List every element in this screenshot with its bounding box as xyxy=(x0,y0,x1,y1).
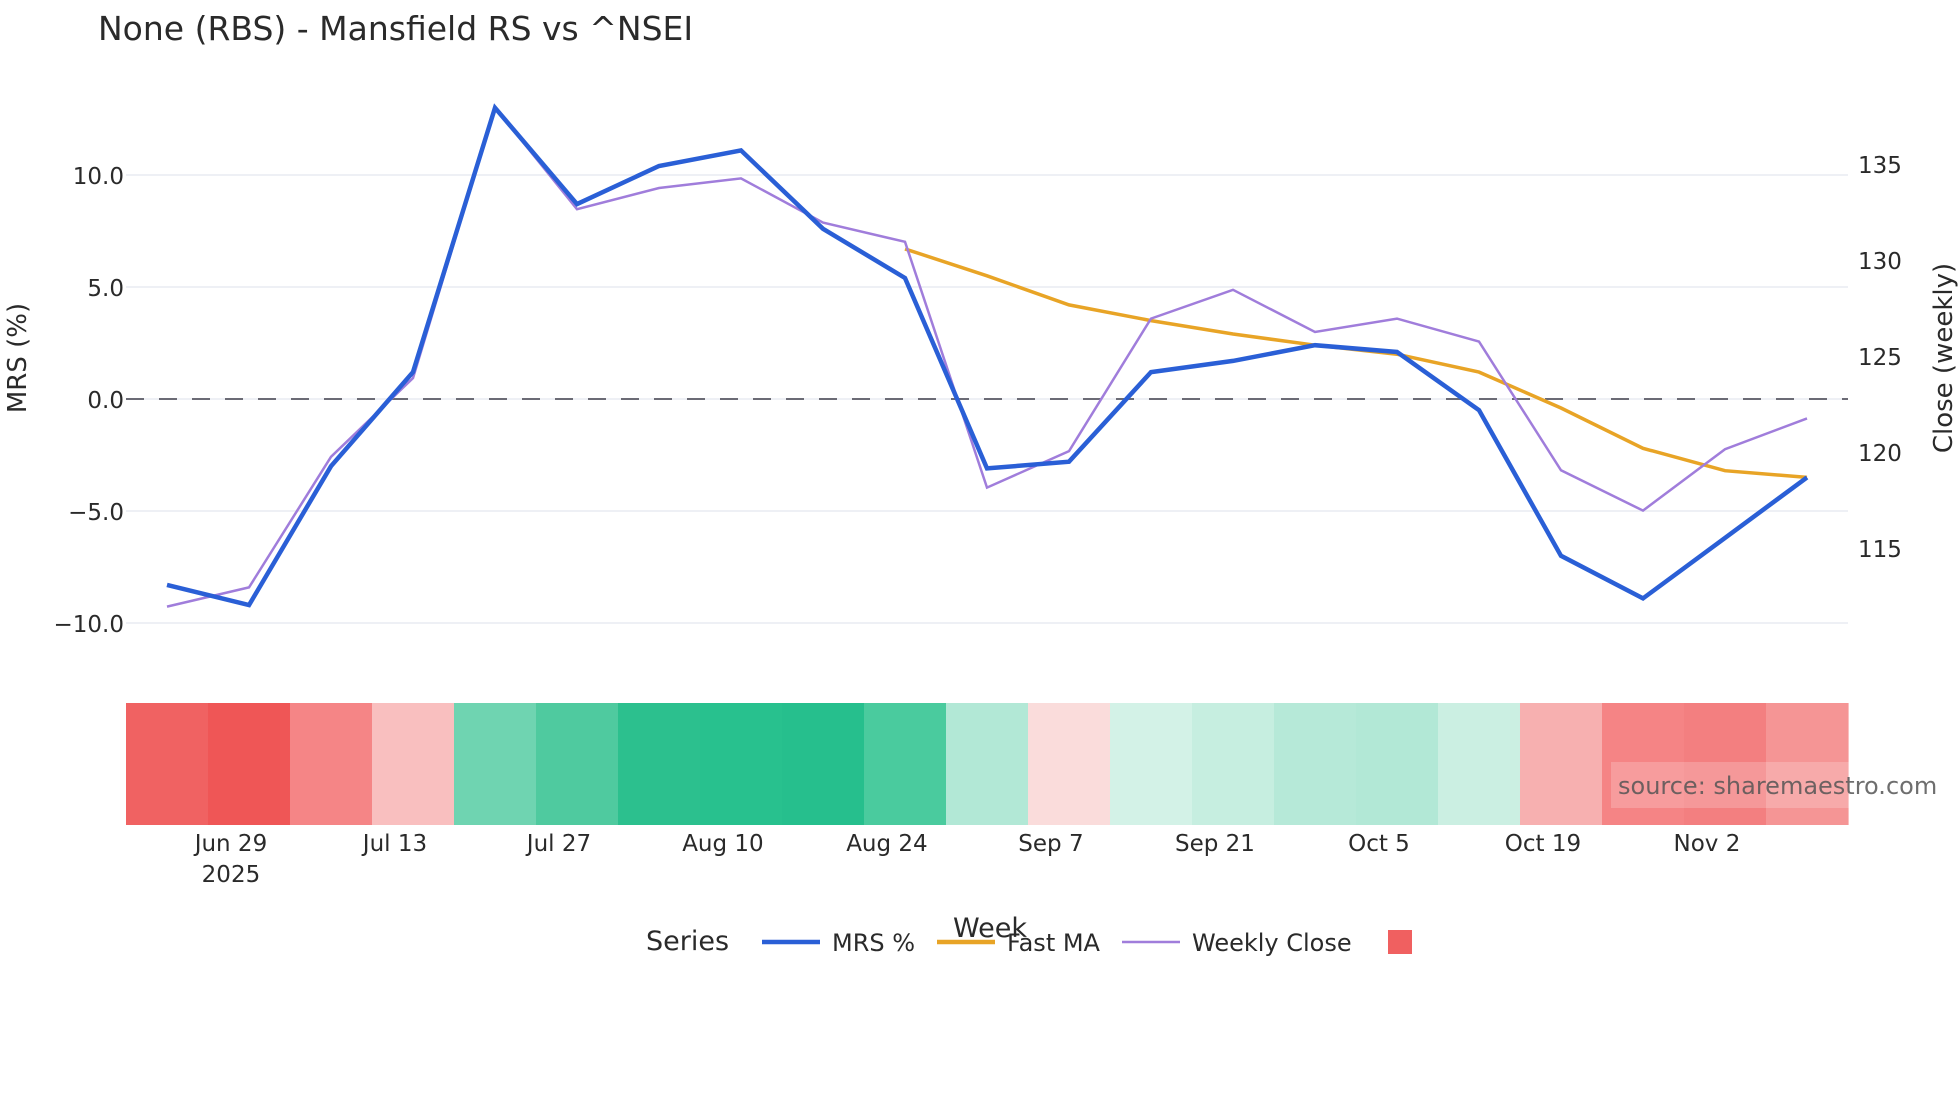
watermark-background xyxy=(1611,762,1849,808)
heatmap-cell[interactable] xyxy=(1684,703,1767,825)
x-tick-label: Jun 29 xyxy=(193,831,268,857)
y-tick-label: −10.0 xyxy=(54,612,124,638)
heatmap-cell[interactable] xyxy=(126,703,209,825)
y2-tick-label: 125 xyxy=(1858,345,1902,371)
fast-ma-line[interactable] xyxy=(904,247,1808,480)
y2-tick-label: 115 xyxy=(1858,537,1902,563)
heatmap-cell[interactable] xyxy=(1602,703,1685,825)
heatmap-cell[interactable] xyxy=(782,703,865,825)
y-axis-right-title: Close (weekly) xyxy=(1929,263,1959,453)
x-tick-label: Jul 13 xyxy=(361,831,427,857)
watermark-text: source: sharemaestro.com xyxy=(1618,772,1937,800)
x-axis-title: Week xyxy=(953,913,1027,944)
legend-label: Weekly Close xyxy=(1192,929,1352,957)
y-axis-right: 135 130 125 120 115 xyxy=(1858,153,1902,563)
x-tick-label: Oct 5 xyxy=(1348,831,1410,857)
legend-swatch-square xyxy=(1388,930,1412,954)
y-tick-label: 0.0 xyxy=(87,388,124,414)
heatmap-cell[interactable] xyxy=(454,703,537,825)
heatmap-cell[interactable] xyxy=(1028,703,1111,825)
heatmap-cell[interactable] xyxy=(372,703,455,825)
heatmap-cell[interactable] xyxy=(618,703,701,825)
legend-title: Series xyxy=(646,926,729,957)
chart-title: None (RBS) - Mansfield RS vs ^NSEI xyxy=(98,9,693,48)
heatmap-cell[interactable] xyxy=(946,703,1029,825)
legend: Series MRS % Fast MA Weekly Close xyxy=(646,926,1412,957)
x-tick-label: Aug 10 xyxy=(682,831,764,857)
heatmap-cell[interactable] xyxy=(290,703,373,825)
heatmap-cell[interactable] xyxy=(700,703,783,825)
x-axis: Jun 29 Jul 13 Jul 27 Aug 10 Aug 24 Sep 7 Sep 2… xyxy=(193,831,1741,888)
x-tick-year-label: 2025 xyxy=(202,862,261,888)
heatmap-cell[interactable] xyxy=(1356,703,1439,825)
y-tick-label: 10.0 xyxy=(73,164,124,190)
heatmap-cell[interactable] xyxy=(864,703,947,825)
weekly-close-line[interactable] xyxy=(166,104,1808,608)
y-axis-left: 10.0 5.0 0.0 −5.0 −10.0 xyxy=(54,164,124,638)
legend-item[interactable]: MRS % xyxy=(762,929,915,957)
x-tick-label: Nov 2 xyxy=(1674,831,1741,857)
legend-label: Fast MA xyxy=(1007,929,1101,957)
y-tick-label: 5.0 xyxy=(87,276,124,302)
heatmap-cell[interactable] xyxy=(1274,703,1357,825)
legend-label: MRS % xyxy=(832,929,915,957)
heatmap-cell[interactable] xyxy=(536,703,619,825)
heatmap-cell[interactable] xyxy=(1192,703,1275,825)
heatmap-cell[interactable] xyxy=(208,703,291,825)
mrs-line[interactable] xyxy=(166,103,1809,608)
x-tick-label: Oct 19 xyxy=(1505,831,1581,857)
y-tick-label: −5.0 xyxy=(68,500,124,526)
heatmap-cell[interactable] xyxy=(1438,703,1521,825)
heatmap-cell[interactable] xyxy=(1520,703,1603,825)
x-tick-label: Sep 21 xyxy=(1175,831,1255,857)
legend-item[interactable]: Fast MA xyxy=(937,929,1101,957)
y2-tick-label: 120 xyxy=(1858,441,1902,467)
legend-item[interactable] xyxy=(1388,930,1412,954)
y2-tick-label: 135 xyxy=(1858,153,1902,179)
legend-item[interactable]: Weekly Close xyxy=(1122,929,1352,957)
x-tick-label: Aug 24 xyxy=(846,831,928,857)
series-lines[interactable] xyxy=(166,103,1809,608)
x-tick-label: Sep 7 xyxy=(1018,831,1083,857)
heatmap-cell[interactable] xyxy=(1110,703,1193,825)
y2-tick-label: 130 xyxy=(1858,249,1902,275)
y-axis-left-title: MRS (%) xyxy=(3,303,33,413)
x-tick-label: Jul 27 xyxy=(525,831,591,857)
heatmap-cell[interactable] xyxy=(1766,703,1849,825)
mrs-heatmap-strip[interactable] xyxy=(126,703,1849,825)
